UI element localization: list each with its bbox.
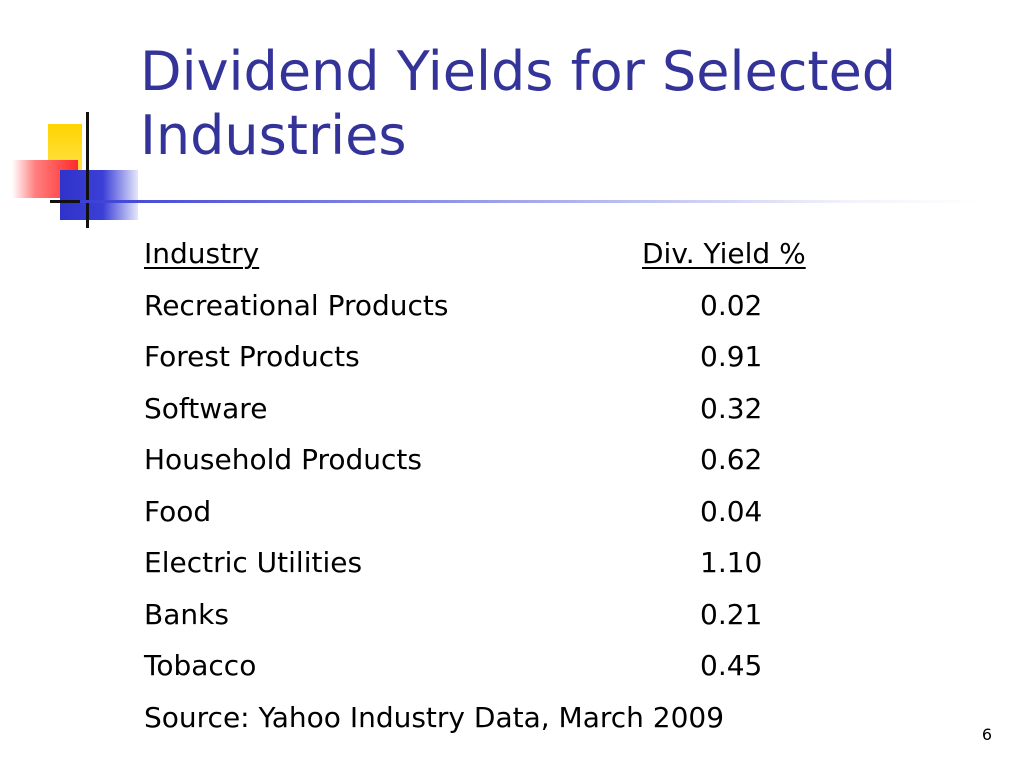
table-row: Household Products 0.62 xyxy=(144,438,904,490)
table-row: Forest Products 0.91 xyxy=(144,335,904,387)
dividend-yield: 0.02 xyxy=(700,288,763,322)
industry-name: Electric Utilities xyxy=(144,546,363,579)
dividend-yield: 0.91 xyxy=(700,340,763,373)
header-div-yield: Div. Yield % xyxy=(642,237,806,270)
table-row: Food 0.04 xyxy=(144,490,904,542)
dividend-yield: 0.04 xyxy=(700,494,763,528)
table-row: Banks 0.21 xyxy=(144,593,904,645)
blue-bar-decoration xyxy=(60,170,138,220)
page-number: 6 xyxy=(981,725,992,744)
table-row: Recreational Products 0.02 xyxy=(144,284,904,336)
table-row: Tobacco 0.45 xyxy=(144,644,904,696)
slide-title: Dividend Yields for Selected Industries xyxy=(140,40,897,167)
industry-name: Recreational Products xyxy=(144,288,449,322)
header-industry: Industry xyxy=(144,237,260,270)
title-divider xyxy=(80,200,980,203)
industry-name: Forest Products xyxy=(144,340,360,373)
dividend-yield: 1.10 xyxy=(700,546,763,579)
horizontal-line-decoration xyxy=(50,200,106,203)
table-row: Software 0.32 xyxy=(144,387,904,439)
industry-name: Software xyxy=(144,391,268,425)
table-row: Electric Utilities 1.10 xyxy=(144,541,904,593)
dividend-yield: 0.32 xyxy=(700,391,763,425)
industry-name: Tobacco xyxy=(144,649,257,682)
industry-name: Household Products xyxy=(144,443,422,476)
vertical-line-decoration xyxy=(86,112,89,228)
industry-name: Food xyxy=(144,494,212,528)
source-note: Source: Yahoo Industry Data, March 2009 xyxy=(144,700,725,734)
dividend-yield: 0.62 xyxy=(700,443,763,476)
dividend-yield: 0.21 xyxy=(700,597,763,631)
corner-ornament xyxy=(0,0,160,240)
industry-name: Banks xyxy=(144,597,229,631)
dividend-table: Industry Div. Yield % Recreational Produ… xyxy=(144,232,904,747)
table-header: Industry Div. Yield % xyxy=(144,232,904,284)
dividend-yield: 0.45 xyxy=(700,649,763,682)
